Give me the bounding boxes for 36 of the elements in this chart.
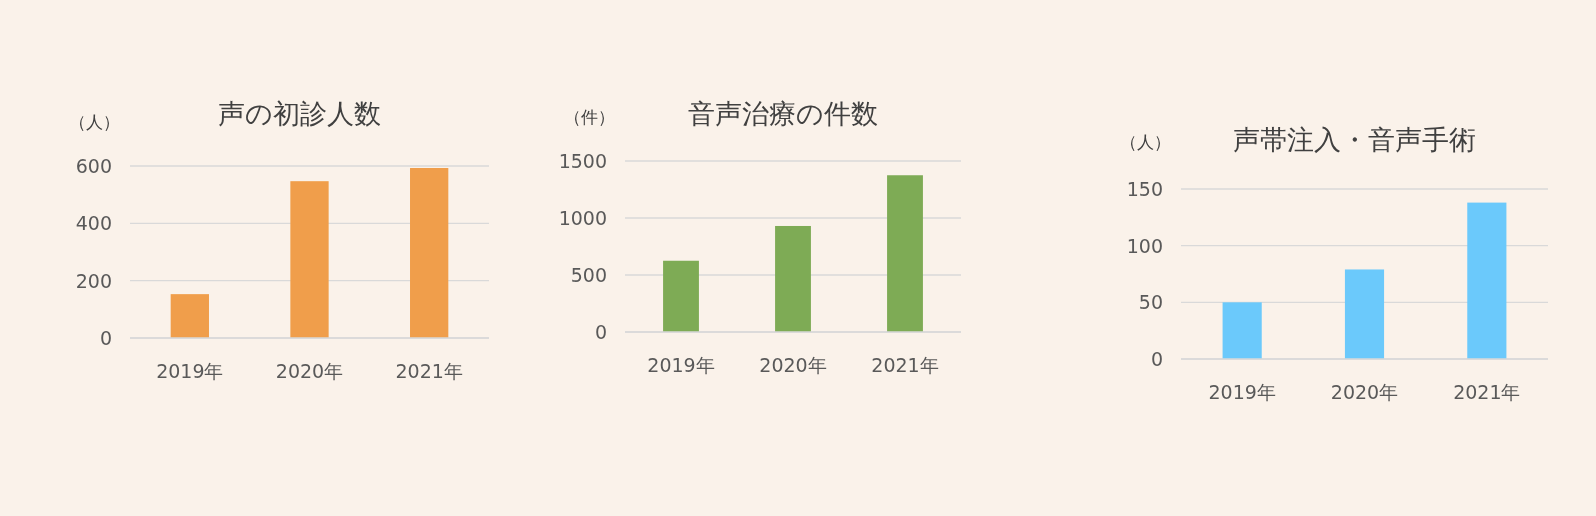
y-axis-title: （件） [563,107,615,127]
y-tick-label: 0 [99,327,112,349]
chart-title: 音声治療の件数 [688,98,878,129]
bar [1467,202,1507,359]
x-tick-label: 2020年 [1330,381,1399,403]
x-tick-label: 2021年 [871,354,939,376]
y-tick-label: 100 [1126,234,1163,257]
chart-title: 声帯注入・音声手術 [1233,124,1476,155]
x-tick-label: 2019年 [647,354,715,376]
chart-title: 声の初診人数 [218,98,381,129]
y-axis-title: （人） [68,112,120,132]
y-axis-title: （人） [1119,132,1171,152]
y-tick-label: 200 [75,269,112,292]
y-tick-label: 500 [570,264,607,286]
y-tick-label: 150 [1126,178,1163,200]
x-tick-label: 2021年 [395,360,463,382]
bar [775,225,811,332]
x-tick-label: 2019年 [1208,381,1276,403]
y-tick-label: 1500 [558,150,607,172]
y-tick-label: 50 [1138,291,1163,314]
bar [1344,269,1385,359]
y-tick-label: 0 [1150,348,1163,370]
bar [290,181,329,338]
x-tick-label: 2021年 [1453,381,1521,403]
y-tick-label: 400 [75,212,112,235]
x-tick-label: 2019年 [156,360,224,382]
bar [1222,302,1262,359]
y-tick-label: 0 [594,321,607,343]
bar [887,175,923,332]
x-tick-label: 2020年 [759,354,827,376]
bar [410,168,449,338]
y-tick-label: 1000 [558,207,607,229]
y-tick-label: 600 [75,155,112,177]
x-tick-label: 2020年 [275,360,344,382]
bar [170,294,209,338]
bar [663,260,699,332]
